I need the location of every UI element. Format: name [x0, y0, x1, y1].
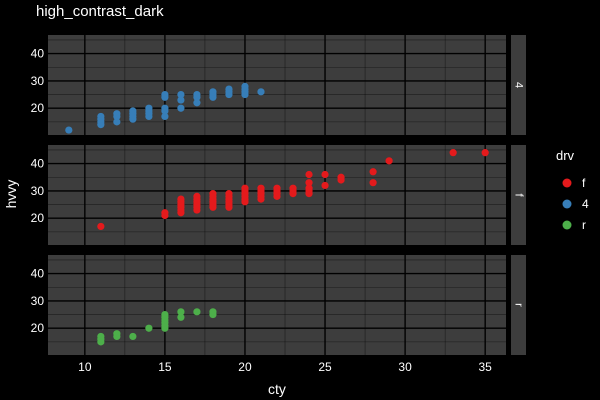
data-point: [337, 173, 345, 181]
y-tick-label: 40: [31, 267, 45, 281]
facet-strip-label: f: [513, 193, 525, 197]
x-tick-label: 25: [318, 360, 332, 374]
data-point: [449, 149, 457, 157]
data-point: [225, 190, 233, 198]
x-axis-ticks: 10 15 20 25 30 35: [78, 360, 492, 374]
data-point: [177, 90, 185, 99]
y-tick-label: 30: [31, 184, 45, 198]
data-point: [177, 308, 185, 316]
data-point: [193, 308, 201, 316]
facet-panel-f: 20 30 40 f: [31, 145, 526, 245]
panel-background: [48, 35, 506, 135]
facet-panel-r: 20 30 40 r: [31, 255, 526, 355]
data-point: [177, 104, 185, 112]
legend: drv f 4 r: [556, 148, 589, 232]
legend-key: [562, 199, 572, 209]
facet-strip-label: 4: [513, 82, 525, 88]
data-point: [385, 157, 393, 165]
legend-label: f: [582, 176, 586, 190]
data-point: [177, 195, 185, 203]
x-tick-label: 35: [479, 360, 493, 374]
data-point: [289, 184, 297, 192]
y-tick-label: 20: [31, 101, 45, 115]
y-tick-label: 20: [31, 321, 45, 335]
data-point: [113, 118, 121, 126]
data-point: [177, 96, 185, 104]
data-point: [161, 310, 169, 319]
data-point: [257, 88, 265, 96]
data-point: [305, 170, 313, 179]
data-point: [161, 209, 169, 217]
data-point: [193, 90, 201, 99]
legend-item-4: 4: [562, 197, 589, 211]
data-point: [225, 85, 233, 93]
data-point: [97, 222, 105, 231]
legend-label: 4: [582, 197, 589, 211]
x-tick-label: 15: [158, 360, 172, 374]
data-point: [129, 107, 137, 115]
data-point: [97, 112, 105, 121]
data-point: [305, 184, 313, 192]
facet-strip: [511, 255, 526, 355]
data-point: [113, 110, 121, 118]
facet-panels: 20 30 40 4 20 30 40 f 20 30 40 r 10 15 20 25 30 35: [31, 35, 526, 374]
y-tick-label: 30: [31, 294, 45, 308]
x-tick-label: 20: [238, 360, 252, 374]
data-point: [161, 104, 169, 112]
data-point: [369, 179, 377, 187]
data-point: [305, 179, 313, 187]
legend-title: drv: [556, 148, 575, 163]
data-point: [241, 184, 249, 192]
legend-key: [562, 178, 572, 188]
data-point: [161, 112, 169, 121]
legend-item-r: r: [562, 218, 586, 232]
facet-panel-4: 20 30 40 4: [31, 35, 526, 135]
panel-background: [48, 255, 506, 355]
data-point: [209, 308, 217, 316]
data-point: [145, 324, 153, 332]
data-point: [481, 149, 489, 157]
y-axis-label: hvvy: [3, 180, 19, 209]
x-tick-label: 30: [398, 360, 412, 374]
x-tick-label: 10: [78, 360, 92, 374]
data-point: [177, 313, 185, 321]
facet-strip-label: r: [513, 303, 525, 307]
data-point: [193, 99, 201, 107]
legend-label: r: [582, 218, 586, 232]
data-point: [321, 181, 329, 190]
y-tick-label: 40: [31, 47, 45, 61]
chart-title: high_contrast_dark: [36, 3, 164, 20]
data-point: [65, 126, 73, 134]
y-tick-label: 40: [31, 157, 45, 171]
data-point: [369, 168, 377, 176]
facet-strip: [511, 145, 526, 245]
legend-item-f: f: [562, 176, 586, 190]
data-point: [193, 192, 201, 200]
data-point: [209, 190, 217, 198]
y-tick-label: 20: [31, 211, 45, 225]
data-point: [129, 332, 137, 341]
x-axis-label: cty: [268, 381, 286, 397]
legend-key: [562, 220, 572, 230]
data-point: [161, 90, 169, 99]
data-point: [273, 184, 281, 192]
data-point: [241, 82, 249, 90]
data-point: [209, 88, 217, 96]
data-point: [113, 330, 121, 338]
facet-strip: [511, 35, 526, 135]
data-point: [97, 332, 105, 341]
y-tick-label: 30: [31, 74, 45, 88]
legend-items: f 4 r: [562, 176, 589, 232]
data-point: [321, 170, 329, 179]
data-point: [145, 104, 153, 112]
data-point: [257, 184, 265, 192]
